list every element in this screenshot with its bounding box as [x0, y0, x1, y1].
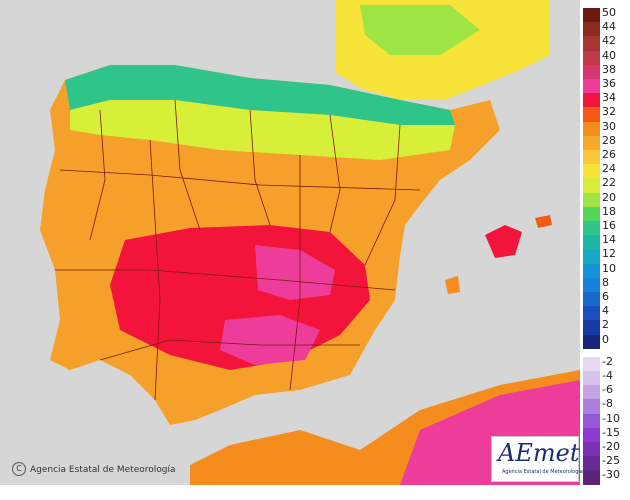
legend-label: 0 [602, 332, 609, 346]
central-very-hot-zone [255, 245, 335, 300]
legend-label: -10 [602, 411, 620, 425]
temperature-legend: 50 44 42 40 38 36 34 32 30 28 26 24 22 20 18 16 14 12 10 8 6… [583, 6, 630, 486]
legend-swatch [583, 235, 600, 250]
legend-label: 6 [602, 290, 609, 303]
legend-swatch [583, 470, 600, 485]
legend-swatch [583, 22, 600, 37]
legend-swatch [583, 64, 600, 79]
logo-name: AEmet [498, 439, 580, 467]
legend-swatch [583, 135, 600, 150]
legend-swatch [583, 93, 600, 108]
legend-swatch [583, 277, 600, 292]
legend-label: -30 [602, 468, 620, 482]
legend-swatch [583, 442, 600, 457]
legend-label: -4 [602, 369, 613, 382]
legend-label: 38 [602, 62, 616, 76]
north-mild-band [70, 100, 455, 160]
legend-label: 20 [602, 190, 616, 204]
legend-label: 28 [602, 133, 616, 147]
legend-label: -2 [602, 354, 613, 368]
legend-swatch [583, 356, 600, 371]
legend-label: 10 [602, 261, 616, 275]
legend-swatch [583, 413, 600, 428]
legend-swatch [583, 371, 600, 386]
legend-label: 18 [602, 204, 616, 218]
legend-label: 14 [602, 233, 616, 247]
legend-swatch [583, 399, 600, 414]
legend-label: 12 [602, 247, 616, 261]
legend-label: 32 [602, 105, 616, 119]
legend-swatch [583, 8, 600, 23]
temperature-map [0, 0, 580, 485]
legend-label: -8 [602, 397, 613, 411]
legend-swatch [583, 164, 600, 179]
legend-swatch [583, 107, 600, 122]
legend-swatch [583, 79, 600, 94]
legend-swatch [583, 263, 600, 278]
legend-label: -6 [602, 383, 613, 397]
legend-swatch [583, 427, 600, 442]
legend-swatch [583, 292, 600, 307]
ibiza [445, 276, 460, 294]
legend-swatch [583, 221, 600, 236]
legend-swatch [583, 385, 600, 400]
legend-swatch [583, 306, 600, 321]
aemet-logo: AEmet Agencia Estatal de Meteorología [491, 436, 583, 482]
legend-swatch [583, 456, 600, 471]
legend-label: 30 [602, 119, 616, 133]
mallorca [485, 225, 522, 258]
legend-label: -25 [602, 454, 620, 468]
legend-label: 16 [602, 219, 616, 232]
legend-label: 40 [602, 48, 616, 62]
credit-text: Agencia Estatal de Meteorología [30, 465, 176, 475]
legend-label: 50 [602, 6, 616, 19]
legend-label: 24 [602, 162, 616, 176]
legend-label: 42 [602, 34, 616, 48]
legend-swatch [583, 36, 600, 51]
legend-label: 22 [602, 176, 616, 190]
north-cool-band [65, 65, 455, 125]
legend-swatch [583, 50, 600, 65]
legend-swatch [583, 206, 600, 221]
legend-label: -20 [602, 440, 620, 453]
legend-swatch [583, 320, 600, 335]
legend-swatch [583, 192, 600, 207]
legend-label: 4 [602, 304, 609, 318]
legend-label: 26 [602, 148, 616, 161]
copyright-icon: C [12, 462, 26, 476]
france-cool-zone [360, 5, 480, 55]
province-borders [55, 99, 421, 401]
legend-label: 8 [602, 275, 609, 289]
legend-label: 44 [602, 20, 616, 34]
logo-subtitle: Agencia Estatal de Meteorología [502, 469, 583, 475]
legend-label: 2 [602, 318, 609, 332]
menorca [535, 215, 552, 228]
legend-swatch [583, 334, 600, 349]
legend-label: -15 [602, 425, 620, 439]
legend-swatch [583, 150, 600, 165]
legend-swatch [583, 249, 600, 264]
south-very-hot-zone [220, 315, 320, 365]
legend-swatch [583, 121, 600, 136]
legend-label: 36 [602, 77, 616, 90]
legend-swatch [583, 178, 600, 193]
legend-label: 34 [602, 91, 616, 105]
